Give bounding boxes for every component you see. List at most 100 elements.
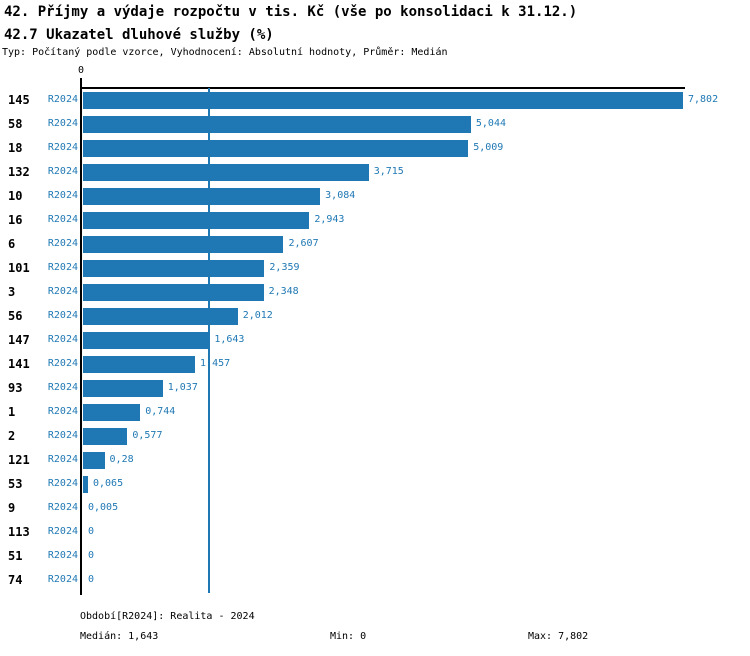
row-category-label: 9 — [8, 501, 16, 515]
row-series-label: R2024 — [47, 454, 78, 465]
median-line — [208, 88, 211, 593]
bar-value-label: 1,037 — [167, 382, 198, 393]
chart-row: 56 R2024 2,012 — [0, 304, 750, 328]
axis-left-line — [80, 87, 82, 595]
chart-row: 2 R2024 0,577 — [0, 424, 750, 448]
bar-value-label: 3,084 — [325, 190, 356, 201]
bar — [83, 236, 284, 253]
row-series-label: R2024 — [47, 118, 78, 129]
row-series-label: R2024 — [47, 334, 78, 345]
chart-row: 10 R2024 3,084 — [0, 184, 750, 208]
axis-top-line — [81, 87, 685, 89]
row-category-label: 145 — [8, 93, 30, 107]
bar — [83, 404, 141, 421]
bar-value-label: 2,012 — [242, 310, 273, 321]
bar — [83, 92, 683, 109]
bar-value-label: 0 — [88, 550, 95, 561]
row-category-label: 121 — [8, 453, 30, 467]
row-series-label: R2024 — [47, 166, 78, 177]
bar-value-label: 2,348 — [268, 286, 299, 297]
chart-row: 113 R2024 0 — [0, 520, 750, 544]
axis-tick — [80, 78, 82, 88]
footer-median-label: Medián: 1,643 — [80, 631, 159, 642]
row-category-label: 141 — [8, 357, 30, 371]
row-category-label: 1 — [8, 405, 16, 419]
row-series-label: R2024 — [47, 406, 78, 417]
axis-zero-label: 0 — [77, 65, 85, 76]
row-series-label: R2024 — [47, 430, 78, 441]
chart-row: 141 R2024 1,457 — [0, 352, 750, 376]
row-category-label: 101 — [8, 261, 30, 275]
bar-value-label: 5,009 — [473, 142, 504, 153]
row-series-label: R2024 — [47, 310, 78, 321]
bar-value-label: 7,802 — [688, 94, 719, 105]
chart-row: 9 R2024 0,005 — [0, 496, 750, 520]
bar — [83, 212, 310, 229]
footer-period-label: Období[R2024]: Realita - 2024 — [80, 611, 255, 622]
bar-value-label: 1,643 — [214, 334, 245, 345]
row-category-label: 2 — [8, 429, 16, 443]
chart-subtitle: Typ: Počítaný podle vzorce, Vyhodnocení:… — [2, 47, 448, 58]
row-category-label: 6 — [8, 237, 16, 251]
footer-min-label: Min: 0 — [330, 631, 367, 642]
row-series-label: R2024 — [47, 262, 78, 273]
bar-value-label: 0 — [88, 574, 95, 585]
chart-row: 16 R2024 2,943 — [0, 208, 750, 232]
row-series-label: R2024 — [47, 238, 78, 249]
row-category-label: 53 — [8, 477, 23, 491]
chart-row: 1 R2024 0,744 — [0, 400, 750, 424]
bar-value-label: 2,607 — [288, 238, 319, 249]
row-series-label: R2024 — [47, 502, 78, 513]
row-series-label: R2024 — [47, 142, 78, 153]
row-category-label: 18 — [8, 141, 23, 155]
bar — [83, 260, 265, 277]
row-series-label: R2024 — [47, 286, 78, 297]
chart-row: 6 R2024 2,607 — [0, 232, 750, 256]
chart-row: 51 R2024 0 — [0, 544, 750, 568]
bar — [83, 116, 471, 133]
footer-max-label: Max: 7,802 — [528, 631, 589, 642]
bar-value-label: 5,044 — [475, 118, 506, 129]
row-series-label: R2024 — [47, 190, 78, 201]
chart-rows: 145 R2024 7,802 58 R2024 5,044 18 R2024 5,009 132… — [0, 88, 750, 592]
bar-value-label: 0 — [88, 526, 95, 537]
row-category-label: 51 — [8, 549, 23, 563]
bar — [83, 452, 105, 469]
chart-row: 93 R2024 1,037 — [0, 376, 750, 400]
page-title: 42. Příjmy a výdaje rozpočtu v tis. Kč (… — [4, 4, 578, 20]
row-category-label: 74 — [8, 573, 23, 587]
row-category-label: 113 — [8, 525, 30, 539]
chart-row: 18 R2024 5,009 — [0, 136, 750, 160]
row-category-label: 3 — [8, 285, 16, 299]
bar-value-label: 3,715 — [373, 166, 404, 177]
bar-value-label: 0,744 — [145, 406, 176, 417]
row-series-label: R2024 — [47, 526, 78, 537]
row-series-label: R2024 — [47, 478, 78, 489]
bar — [83, 428, 128, 445]
chart-title: 42.7 Ukazatel dluhové služby (%) — [4, 27, 274, 43]
bar — [83, 188, 321, 205]
row-series-label: R2024 — [47, 550, 78, 561]
chart-row: 147 R2024 1,643 — [0, 328, 750, 352]
bar-value-label: 0,005 — [88, 502, 119, 513]
row-series-label: R2024 — [47, 214, 78, 225]
row-category-label: 93 — [8, 381, 23, 395]
bar — [83, 476, 88, 493]
row-series-label: R2024 — [47, 358, 78, 369]
row-series-label: R2024 — [47, 382, 78, 393]
bar — [83, 356, 196, 373]
bar — [83, 308, 238, 325]
chart-row: 101 R2024 2,359 — [0, 256, 750, 280]
bar-value-label: 1,457 — [200, 358, 231, 369]
bar — [83, 380, 163, 397]
row-series-label: R2024 — [47, 574, 78, 585]
chart-row: 145 R2024 7,802 — [0, 88, 750, 112]
bar-value-label: 2,943 — [314, 214, 345, 225]
bar-value-label: 2,359 — [269, 262, 300, 273]
bar-value-label: 0,28 — [109, 454, 134, 465]
row-category-label: 56 — [8, 309, 23, 323]
row-category-label: 16 — [8, 213, 23, 227]
row-series-label: R2024 — [47, 94, 78, 105]
bar-value-label: 0,065 — [92, 478, 124, 489]
chart-row: 121 R2024 0,28 — [0, 448, 750, 472]
